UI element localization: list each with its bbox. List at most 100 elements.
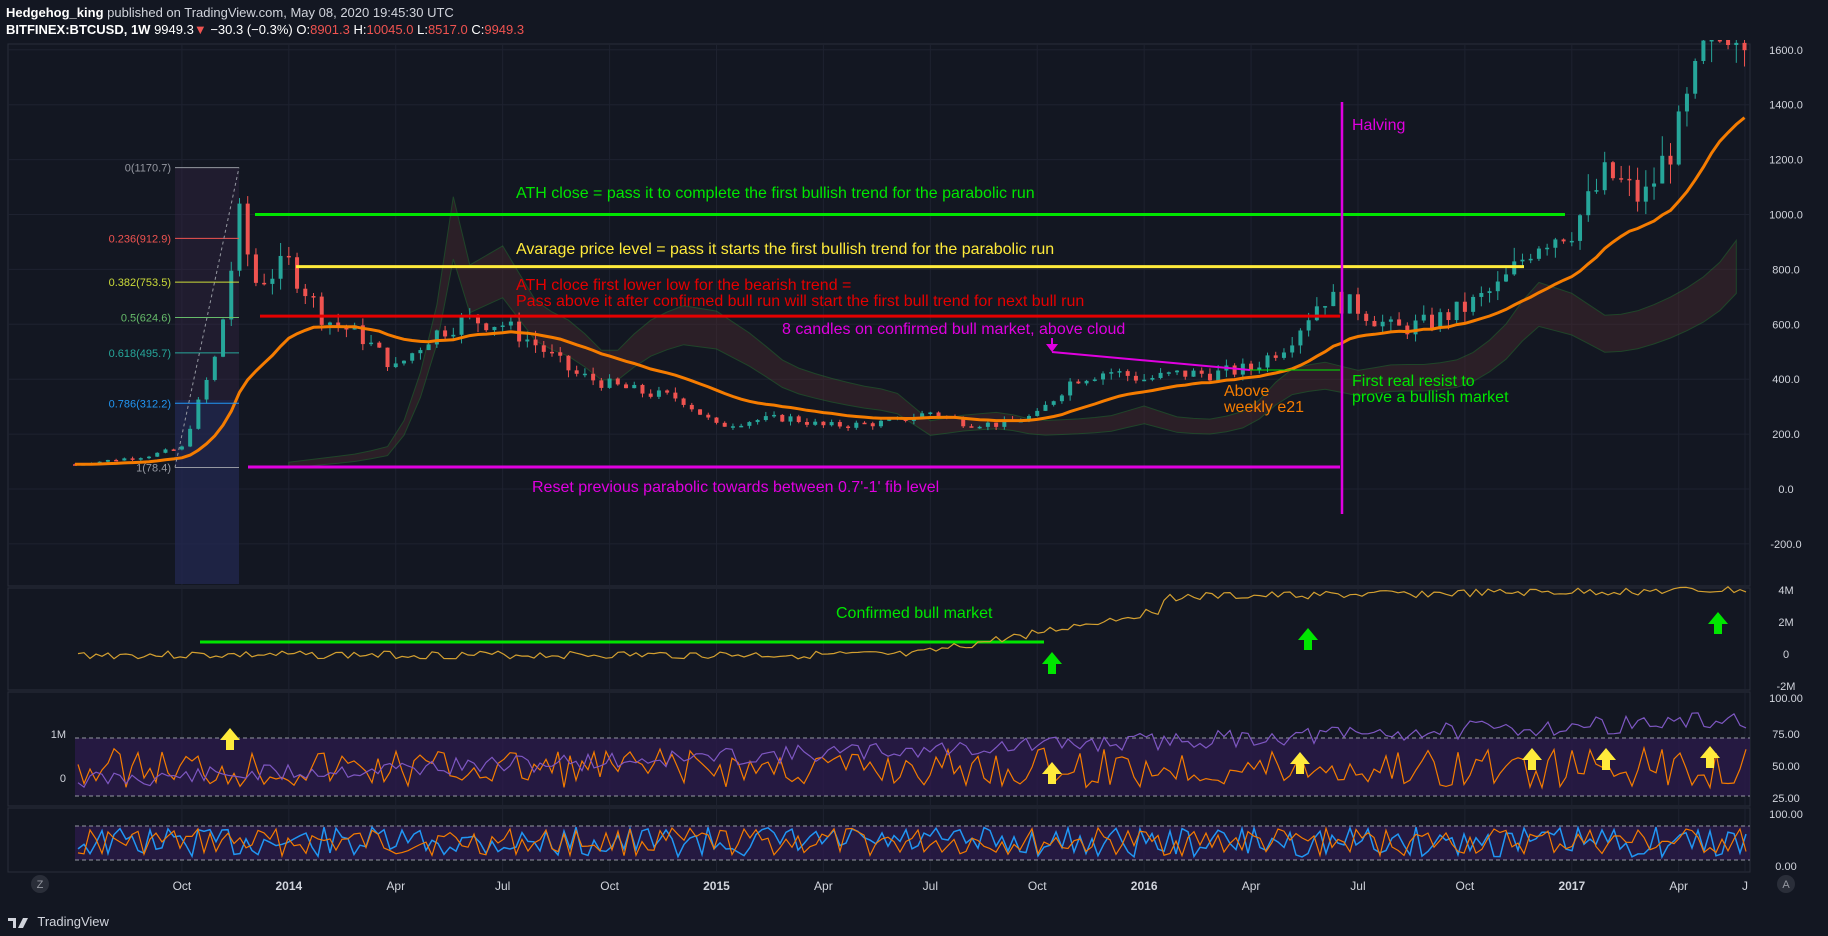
candle: [508, 321, 513, 326]
candle: [1520, 259, 1525, 262]
y-tick-label: 1400.0: [1769, 100, 1803, 112]
above-annotation-2: weekly e21: [1223, 399, 1304, 416]
reset-annotation: Reset previous parabolic towards between…: [532, 479, 939, 496]
candle: [541, 345, 546, 352]
candle: [204, 379, 209, 400]
x-tick-label: Oct: [600, 879, 619, 893]
candle: [426, 344, 431, 351]
fib-label: 0.382(753.5): [109, 277, 171, 289]
candle: [147, 456, 152, 459]
candle: [1553, 239, 1558, 248]
candle: [574, 370, 579, 374]
indicator-2-line-orange: [77, 745, 1747, 790]
tradingview-logo-icon: [8, 918, 28, 928]
candle: [665, 390, 670, 393]
zoom-button[interactable]: [31, 875, 49, 893]
candle: [928, 412, 933, 414]
candle: [401, 360, 406, 364]
x-tick-label: Apr: [1669, 879, 1688, 893]
x-tick-label: J: [1742, 879, 1748, 893]
candle: [936, 412, 941, 417]
candle: [196, 399, 201, 429]
low-label: L:: [417, 22, 428, 37]
candle: [846, 426, 851, 428]
candle: [1528, 258, 1533, 261]
candle: [739, 425, 744, 428]
indicator-axes[interactable]: 4M2M0-2M100.0075.0050.0025.001M0100.000.…: [51, 585, 1803, 873]
candle: [673, 392, 678, 399]
candle: [1429, 314, 1434, 329]
candle: [1438, 312, 1443, 329]
candle: [1619, 178, 1624, 180]
open-value: 8901.3: [310, 22, 350, 37]
author-name[interactable]: Hedgehog_king: [6, 5, 104, 20]
y-tick-label: 600.0: [1772, 319, 1800, 331]
price-axis[interactable]: -200.0 0.0 200.0 400.0 600.0 800.0 1000.0 1200.…: [1769, 45, 1803, 551]
candle: [1734, 42, 1739, 46]
footer: TradingView: [8, 914, 109, 930]
candle: [500, 325, 505, 327]
candle: [591, 373, 596, 381]
candle: [1693, 60, 1698, 94]
up-arrow-icon: [1042, 652, 1062, 674]
candle: [550, 351, 555, 354]
signal-arrows: [220, 612, 1728, 784]
y-tick-label: 1200.0: [1769, 155, 1803, 167]
candle: [286, 255, 291, 258]
candle: [607, 378, 612, 388]
open-label: O:: [296, 22, 311, 37]
candle: [1232, 365, 1237, 375]
candle: [1643, 186, 1648, 202]
candle: [369, 342, 374, 345]
x-tick-label: 2014: [275, 879, 302, 893]
above-annotation-1: Above: [1224, 383, 1269, 400]
last-price: 9949.3: [154, 22, 194, 37]
candle: [1323, 306, 1328, 308]
candle: [114, 459, 119, 462]
candle: [558, 352, 563, 356]
candle: [163, 449, 168, 453]
published-text: published on TradingView.com, May 08, 20…: [107, 5, 454, 20]
indicator-pane-1[interactable]: [7, 587, 1751, 691]
candle: [788, 416, 793, 422]
first-resist-annotation-2: prove a bullish market: [1352, 389, 1509, 406]
candle: [755, 420, 760, 423]
ema-line: [75, 116, 1746, 466]
indicator-2-line-purple: [77, 712, 1747, 788]
candle: [599, 380, 604, 388]
candle: [994, 422, 999, 427]
zoom-button-label: Z: [37, 879, 44, 891]
candle: [229, 270, 234, 320]
candle: [130, 458, 135, 460]
candle: [1092, 379, 1097, 381]
chart-header: Hedgehog_king published on TradingView.c…: [6, 4, 524, 38]
candle: [640, 384, 645, 394]
lower-low-annotation-2: Pass above it after confirmed bull run w…: [516, 293, 1084, 310]
auto-scale-button[interactable]: [1777, 875, 1795, 893]
candle: [1249, 363, 1254, 370]
candle: [410, 353, 415, 361]
candle: [821, 421, 826, 426]
candle: [763, 416, 768, 421]
candle: [1199, 370, 1204, 374]
candle: [969, 426, 974, 428]
up-arrow-icon: [1522, 748, 1542, 770]
fib-zone: [175, 168, 239, 584]
candle: [245, 203, 250, 255]
trend-line: [1051, 351, 1251, 371]
time-axis[interactable]: Oct 2014 Apr Jul Oct 2015 Apr Jul Oct 2016 Apr Jul O…: [173, 879, 1748, 893]
candle: [681, 398, 686, 405]
x-tick-label: 2017: [1558, 879, 1585, 893]
symbol-label[interactable]: BITFINEX:BTCUSD, 1W: [6, 22, 151, 37]
candle: [698, 409, 703, 415]
candle: [1471, 296, 1476, 312]
y-tick-label: 400.0: [1772, 374, 1800, 386]
x-tick-label: Apr: [1242, 879, 1261, 893]
candle: [1660, 155, 1665, 184]
candle: [689, 404, 694, 410]
candle: [1545, 247, 1550, 250]
candle: [854, 422, 859, 428]
brand-label[interactable]: TradingView: [37, 914, 109, 930]
candle: [747, 422, 752, 426]
